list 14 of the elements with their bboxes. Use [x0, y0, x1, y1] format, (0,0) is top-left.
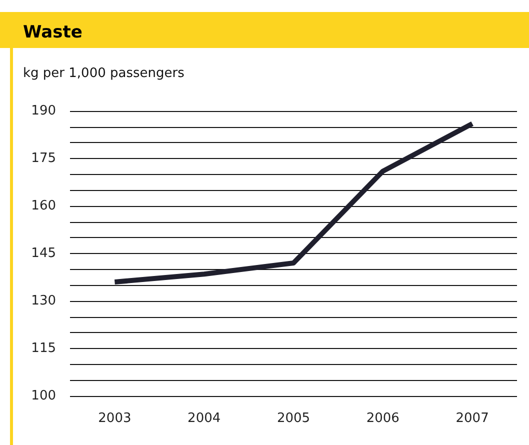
y-tick-label: 130	[31, 294, 56, 308]
y-axis-title: kg per 1,000 passengers	[23, 66, 185, 81]
y-tick-label: 190	[31, 104, 56, 118]
x-tick-label: 2006	[366, 411, 400, 426]
x-tick-label: 2005	[276, 411, 310, 426]
x-tick-label: 2003	[98, 411, 132, 426]
chart-title: Waste	[23, 22, 82, 42]
x-tick-label: 2004	[188, 411, 221, 426]
y-tick-label: 160	[31, 198, 56, 214]
y-tick-label: 115	[31, 341, 56, 356]
y-tick-label: 100	[31, 388, 56, 404]
x-tick-label: 2007	[456, 411, 489, 426]
y-tick-label: 175	[31, 151, 56, 166]
y-tick-label: 145	[31, 246, 56, 261]
